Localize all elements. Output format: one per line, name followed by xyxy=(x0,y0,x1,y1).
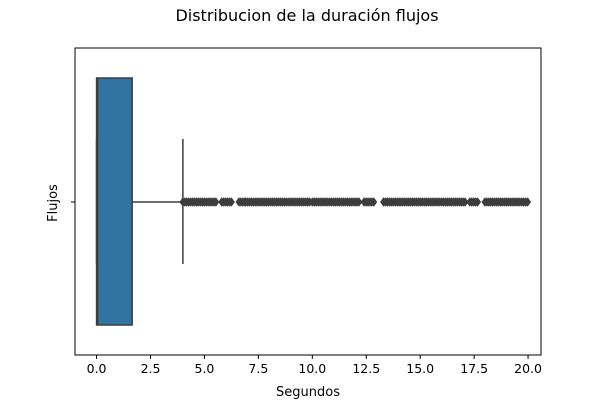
x-tick-label: 5.0 xyxy=(194,361,214,376)
outlier-point xyxy=(474,197,482,207)
x-tick-label: 7.5 xyxy=(248,361,268,376)
x-tick-label: 20.0 xyxy=(514,361,542,376)
x-tick-label: 2.5 xyxy=(141,361,161,376)
plot-area xyxy=(95,77,532,326)
x-tick-label: 17.5 xyxy=(460,361,488,376)
outlier-point xyxy=(524,197,532,207)
outlier-point xyxy=(370,197,378,207)
x-tick-label: 0.0 xyxy=(87,361,107,376)
chart-title: Distribucion de la duración flujos xyxy=(175,6,438,25)
x-tick-label: 12.5 xyxy=(352,361,380,376)
y-axis-label: Flujos xyxy=(46,184,61,222)
x-tick-label: 15.0 xyxy=(406,361,434,376)
iqr-box xyxy=(95,77,133,326)
outlier-point xyxy=(355,197,363,207)
x-tick-label: 10.0 xyxy=(298,361,326,376)
outlier-point xyxy=(461,197,469,207)
x-axis-label: Segundos xyxy=(276,385,340,400)
outlier-point xyxy=(212,197,220,207)
outlier-point xyxy=(227,197,235,207)
x-axis-ticks: 0.0 2.5 5.0 7.5 10.0 12.5 15.0 17.5 20.0 xyxy=(71,201,542,376)
